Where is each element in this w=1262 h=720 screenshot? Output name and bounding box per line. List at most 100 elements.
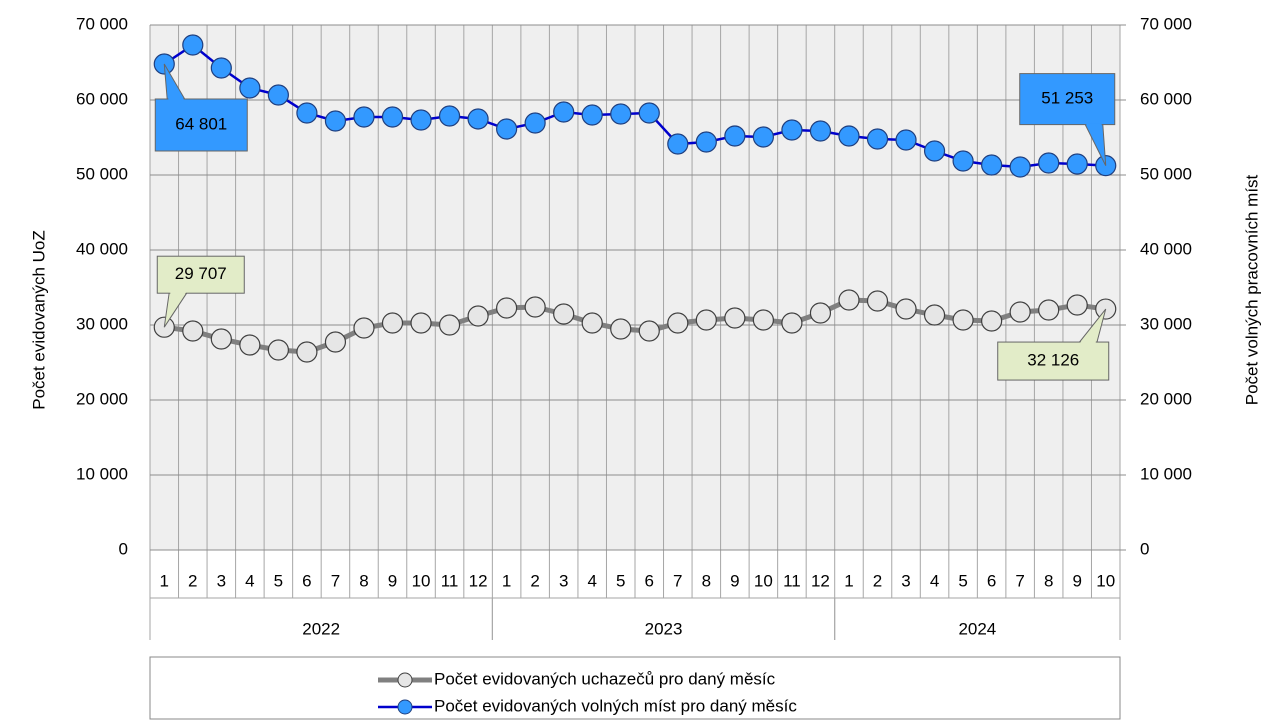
marker <box>724 307 746 329</box>
x-tick-label: 3 <box>217 571 226 590</box>
legend-label: Počet evidovaných uchazečů pro daný měsí… <box>434 669 776 688</box>
data-label: 64 801 <box>175 114 227 133</box>
marker <box>381 312 404 334</box>
y2-tick-label: 60 000 <box>1140 89 1192 108</box>
marker <box>296 341 318 363</box>
x-tick-label: 11 <box>441 571 459 590</box>
x-tick-label: 12 <box>469 571 488 590</box>
marker <box>809 302 832 324</box>
marker <box>239 77 261 99</box>
marker <box>1066 153 1088 175</box>
marker <box>724 125 746 147</box>
x-tick-label: 12 <box>811 571 830 590</box>
marker <box>496 118 518 140</box>
x-tick-label: 8 <box>359 571 368 590</box>
marker <box>952 150 974 172</box>
callout-join <box>1079 326 1097 344</box>
marker <box>553 303 575 325</box>
marker <box>752 126 774 148</box>
marker <box>438 314 461 336</box>
x-tick-label: 10 <box>412 571 431 590</box>
callout-box <box>997 341 1110 381</box>
marker <box>581 104 603 126</box>
y2-tick-label: 50 000 <box>1140 164 1192 183</box>
marker <box>324 110 347 132</box>
x-tick-label: 5 <box>958 571 967 590</box>
marker <box>667 312 689 334</box>
marker <box>781 119 803 141</box>
marker <box>353 106 375 128</box>
x-tick-label: 4 <box>930 571 939 590</box>
x-tick-label: 2 <box>188 571 197 590</box>
marker <box>210 328 232 350</box>
marker <box>1009 156 1031 178</box>
group-label: 2022 <box>302 619 340 638</box>
x-tick-label: 9 <box>1072 571 1081 590</box>
x-tick-label: 3 <box>559 571 568 590</box>
marker <box>866 128 889 150</box>
marker <box>1066 294 1088 316</box>
x-tick-label: 4 <box>245 571 254 590</box>
x-tick-label: 7 <box>673 571 682 590</box>
marker <box>981 310 1003 332</box>
marker <box>610 103 632 125</box>
marker <box>895 298 917 320</box>
marker <box>182 34 204 56</box>
marker <box>410 109 432 131</box>
marker <box>296 102 318 124</box>
marker <box>324 331 347 353</box>
legend <box>149 656 1121 720</box>
x-tick-label: 9 <box>730 571 739 590</box>
marker <box>866 290 889 312</box>
data-label: 32 126 <box>1027 351 1079 370</box>
x-tick-label: 6 <box>302 571 311 590</box>
callout-box <box>156 255 245 294</box>
marker <box>353 317 375 339</box>
marker <box>1009 301 1031 323</box>
callout-join <box>1085 123 1102 145</box>
x-tick-label: 2 <box>873 571 882 590</box>
callout-join <box>170 292 187 310</box>
y2-tick-label: 10 000 <box>1140 464 1192 483</box>
marker <box>838 289 860 311</box>
x-tick-label: 10 <box>1096 571 1115 590</box>
marker <box>239 334 261 356</box>
x-tick-label: 3 <box>901 571 910 590</box>
y-tick-label: 40 000 <box>76 239 128 258</box>
marker <box>182 320 204 342</box>
group-label: 2023 <box>645 619 683 638</box>
y-tick-label: 50 000 <box>76 164 128 183</box>
group-label: 2024 <box>958 619 996 638</box>
marker <box>267 84 289 106</box>
marker <box>267 339 289 361</box>
marker <box>1038 152 1060 174</box>
x-tick-label: 6 <box>645 571 654 590</box>
series-line <box>163 43 1106 169</box>
data-label: 29 707 <box>175 264 227 283</box>
marker <box>1038 299 1060 321</box>
x-tick-label: 5 <box>616 571 625 590</box>
y2-tick-label: 70 000 <box>1140 14 1192 33</box>
y-tick-label: 60 000 <box>76 89 128 108</box>
y-tick-label: 70 000 <box>76 14 128 33</box>
marker <box>524 112 546 134</box>
x-tick-label: 4 <box>587 571 596 590</box>
data-label: 51 253 <box>1041 89 1093 108</box>
marker <box>467 108 489 130</box>
marker <box>695 309 717 331</box>
marker <box>667 133 689 155</box>
y2-tick-label: 0 <box>1140 539 1149 558</box>
marker <box>809 120 832 142</box>
marker <box>838 125 860 147</box>
series-line <box>163 297 1107 355</box>
x-tick-label: 9 <box>388 571 397 590</box>
marker <box>610 318 632 340</box>
marker <box>923 140 946 162</box>
x-tick-label: 7 <box>331 571 340 590</box>
marker <box>638 102 660 124</box>
x-tick-label: 10 <box>754 571 773 590</box>
marker <box>581 312 603 334</box>
x-tick-label: 8 <box>702 571 711 590</box>
y2-axis-title: Počet volných pracovních míst <box>1242 174 1261 405</box>
